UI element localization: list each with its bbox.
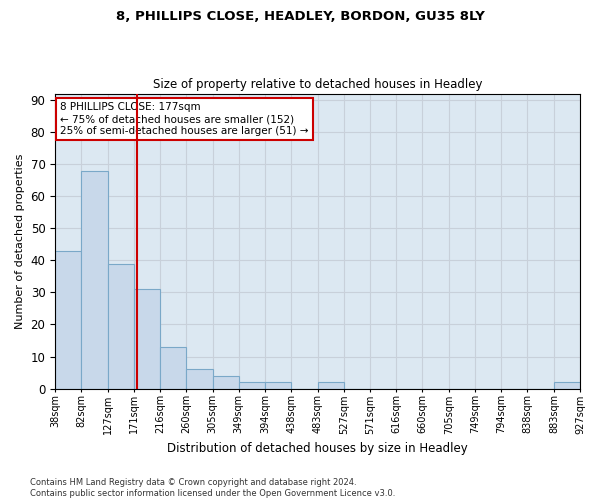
Bar: [107, 264, 134, 388]
Bar: [134, 289, 160, 388]
Bar: [186, 370, 213, 388]
Y-axis label: Number of detached properties: Number of detached properties: [15, 154, 25, 329]
Bar: [160, 347, 186, 389]
Title: Size of property relative to detached houses in Headley: Size of property relative to detached ho…: [153, 78, 482, 91]
Bar: [318, 382, 344, 388]
X-axis label: Distribution of detached houses by size in Headley: Distribution of detached houses by size …: [167, 442, 468, 455]
Text: Contains HM Land Registry data © Crown copyright and database right 2024.
Contai: Contains HM Land Registry data © Crown c…: [30, 478, 395, 498]
Bar: [265, 382, 292, 388]
Bar: [213, 376, 239, 388]
Text: 8, PHILLIPS CLOSE, HEADLEY, BORDON, GU35 8LY: 8, PHILLIPS CLOSE, HEADLEY, BORDON, GU35…: [116, 10, 484, 23]
Text: 8 PHILLIPS CLOSE: 177sqm
← 75% of detached houses are smaller (152)
25% of semi-: 8 PHILLIPS CLOSE: 177sqm ← 75% of detach…: [61, 102, 309, 136]
Bar: [55, 250, 81, 388]
Bar: [554, 382, 580, 388]
Bar: [81, 170, 107, 388]
Bar: [239, 382, 265, 388]
